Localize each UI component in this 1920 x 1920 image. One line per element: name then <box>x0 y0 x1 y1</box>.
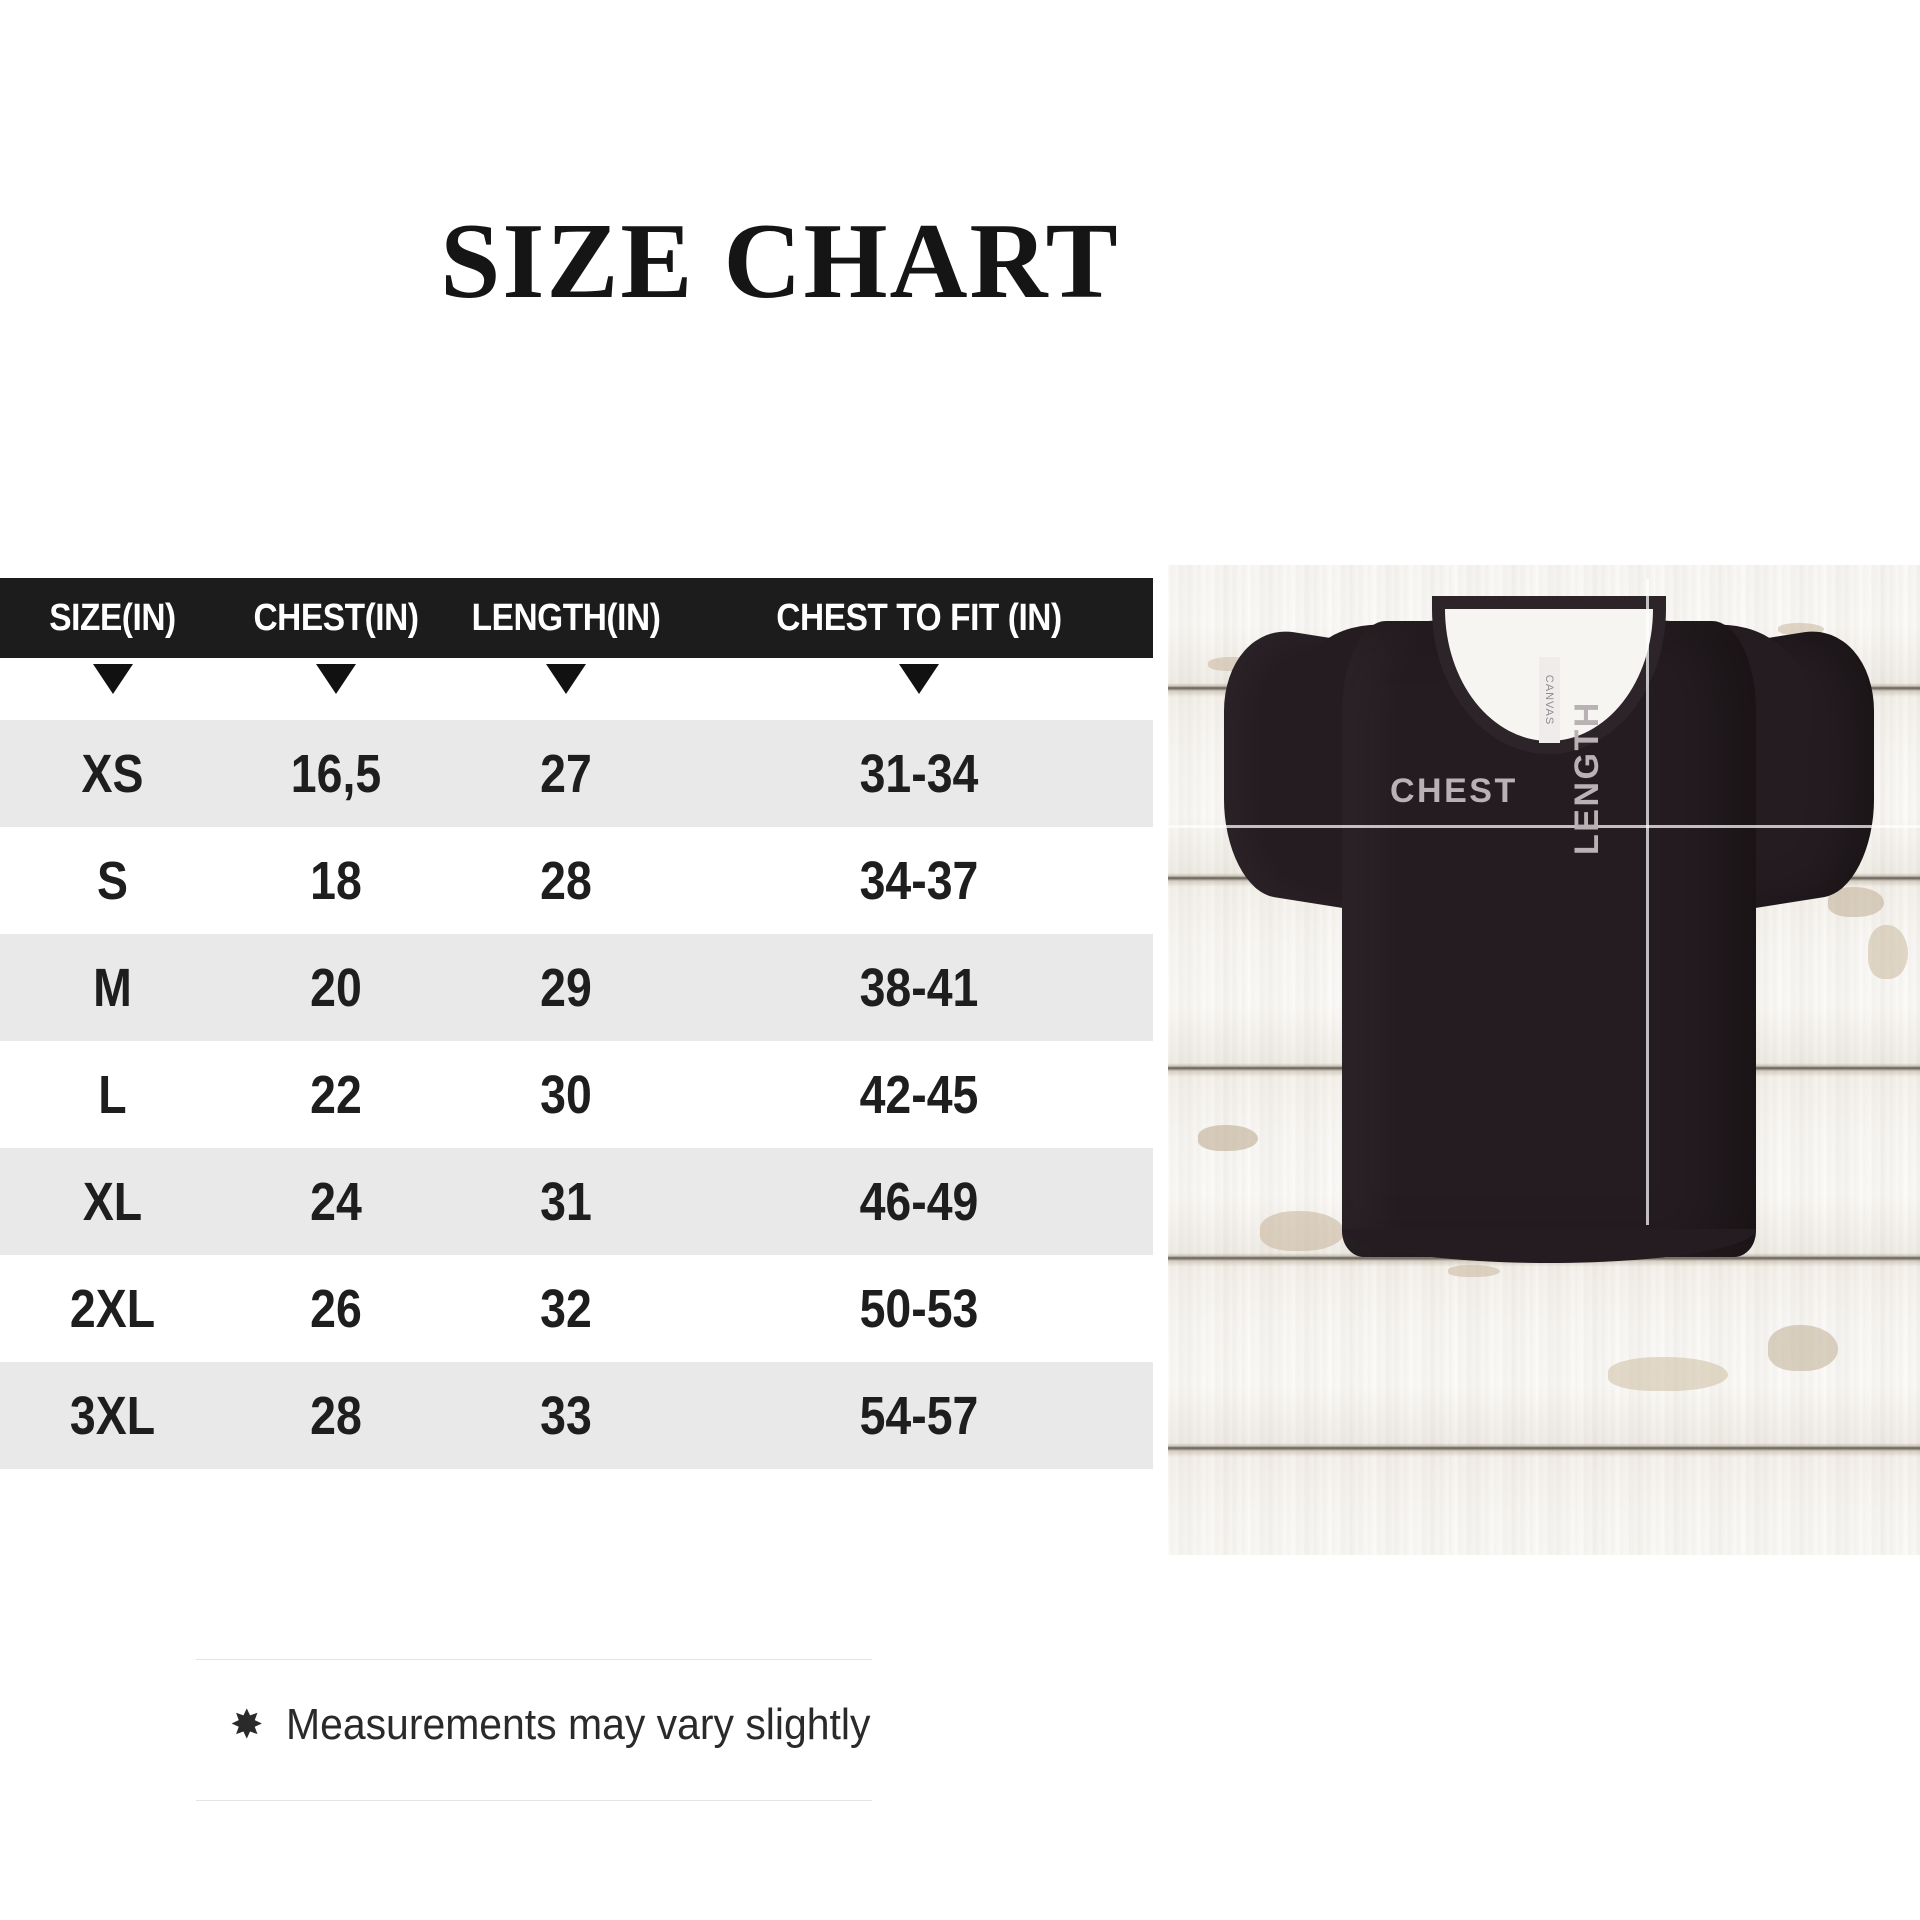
length-measure-label: LENGTH <box>1568 700 1606 855</box>
table-row: 3XL 28 33 54-57 <box>0 1362 1153 1469</box>
cell-size: L <box>98 1064 127 1125</box>
tshirt-illustration: CANVAS <box>1224 585 1874 1263</box>
cell-length: 27 <box>540 743 592 804</box>
cell-chest-to-fit: 46-49 <box>859 1171 979 1232</box>
cell-chest: 18 <box>310 850 362 911</box>
cell-chest: 24 <box>310 1171 362 1232</box>
cell-chest-to-fit: 38-41 <box>859 957 979 1018</box>
star-icon: ✸ <box>230 1703 264 1747</box>
cell-length: 31 <box>540 1171 592 1232</box>
cell-length: 30 <box>540 1064 592 1125</box>
column-header-chest-to-fit: CHEST TO FIT (IN) <box>776 596 1062 639</box>
brand-neck-tag: CANVAS <box>1539 657 1560 743</box>
column-arrow-row <box>0 658 1153 720</box>
cell-size: 2XL <box>69 1278 156 1339</box>
footer-note-text: Measurements may vary slightly <box>285 1700 870 1749</box>
down-triangle-icon <box>546 664 586 694</box>
cell-chest-to-fit: 31-34 <box>859 743 979 804</box>
page-title: SIZE CHART <box>440 202 1120 321</box>
cell-chest-to-fit: 54-57 <box>859 1385 979 1446</box>
garment-photo: CANVAS CHEST LENGTH <box>1168 565 1920 1555</box>
table-header-row: SIZE(IN) CHEST(IN) LENGTH(IN) CHEST TO F… <box>0 578 1153 658</box>
cell-size: M <box>93 957 132 1018</box>
column-header-chest: CHEST(IN) <box>253 596 419 639</box>
cell-size: XS <box>81 743 144 804</box>
arrow-cell-size <box>0 664 225 694</box>
page-title-container: SIZE CHART <box>0 208 1560 316</box>
table-row: XL 24 31 46-49 <box>0 1148 1153 1255</box>
footer-divider-bottom <box>196 1800 872 1801</box>
cell-chest: 22 <box>310 1064 362 1125</box>
arrow-cell-length <box>447 664 685 694</box>
arrow-cell-chest-to-fit <box>685 664 1153 694</box>
footer-note: ✸ Measurements may vary slightly <box>230 1700 914 1750</box>
wood-chip <box>1768 1325 1838 1371</box>
brand-neck-tag-label: CANVAS <box>1543 674 1556 726</box>
footer-divider-top <box>196 1659 872 1660</box>
table-row: S 18 28 34-37 <box>0 827 1153 934</box>
wood-chip <box>1868 925 1908 979</box>
wood-chip <box>1608 1357 1728 1391</box>
cell-length: 28 <box>540 850 592 911</box>
size-table: SIZE(IN) CHEST(IN) LENGTH(IN) CHEST TO F… <box>0 578 1153 1469</box>
down-triangle-icon <box>316 664 356 694</box>
chest-measure-label: CHEST <box>1390 772 1518 810</box>
table-row: XS 16,5 27 31-34 <box>0 720 1153 827</box>
length-measure-line <box>1646 579 1649 1225</box>
wood-chip <box>1828 887 1884 917</box>
cell-length: 29 <box>540 957 592 1018</box>
cell-size: 3XL <box>69 1385 156 1446</box>
wood-chip <box>1198 1125 1258 1151</box>
cell-length: 33 <box>540 1385 592 1446</box>
chest-measure-line <box>1168 825 1920 828</box>
cell-chest-to-fit: 50-53 <box>859 1278 979 1339</box>
column-header-length: LENGTH(IN) <box>471 596 661 639</box>
table-row: L 22 30 42-45 <box>0 1041 1153 1148</box>
wood-chip <box>1448 1265 1500 1277</box>
cell-size: XL <box>82 1171 143 1232</box>
arrow-cell-chest <box>225 664 447 694</box>
cell-size: S <box>97 850 128 911</box>
column-header-size: SIZE(IN) <box>49 596 176 639</box>
table-row: M 20 29 38-41 <box>0 934 1153 1041</box>
tshirt-hem <box>1342 1229 1756 1263</box>
table-row: 2XL 26 32 50-53 <box>0 1255 1153 1362</box>
cell-chest-to-fit: 34-37 <box>859 850 979 911</box>
wood-chip <box>1260 1211 1344 1251</box>
cell-chest: 16,5 <box>290 743 382 804</box>
cell-length: 32 <box>540 1278 592 1339</box>
cell-chest: 28 <box>310 1385 362 1446</box>
cell-chest: 26 <box>310 1278 362 1339</box>
cell-chest-to-fit: 42-45 <box>859 1064 979 1125</box>
down-triangle-icon <box>899 664 939 694</box>
cell-chest: 20 <box>310 957 362 1018</box>
down-triangle-icon <box>92 664 133 694</box>
